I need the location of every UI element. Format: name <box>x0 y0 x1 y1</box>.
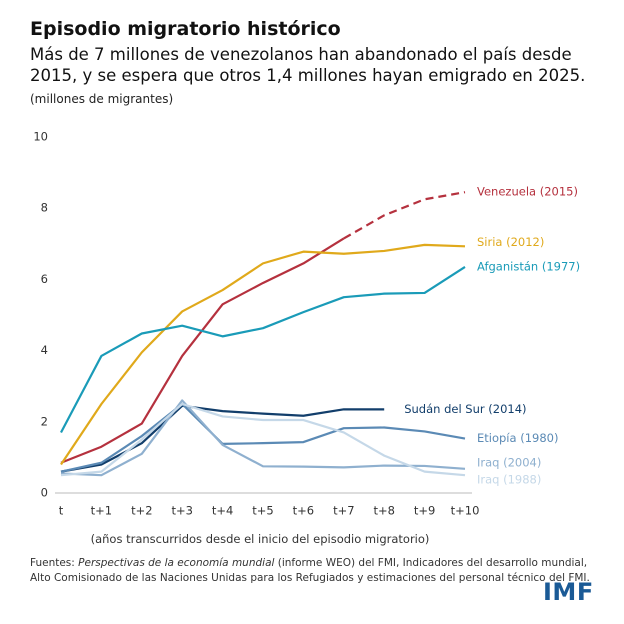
series-line <box>60 243 466 466</box>
x-tick-label: t+6 <box>293 504 314 518</box>
series-label: Venezuela (2015) <box>477 185 578 199</box>
source-note: Fuentes: Perspectivas de la economía mun… <box>30 556 600 586</box>
source-prefix: Fuentes: <box>30 557 79 569</box>
y-axis-label: (millones de migrantes) <box>30 92 174 106</box>
logo: IMF <box>543 578 594 606</box>
x-tick-label: t+10 <box>451 504 480 518</box>
y-tick-label: 8 <box>41 201 48 215</box>
series-line <box>60 402 466 473</box>
x-tick-label: t+2 <box>131 504 152 518</box>
x-tick-label: t+5 <box>252 504 273 518</box>
series-label: Sudán del Sur (2014) <box>404 402 526 416</box>
series-label: Iraq (1988) <box>477 473 541 487</box>
source-italic: Perspectivas de la economía mundial <box>78 557 275 569</box>
x-tick-label: t+4 <box>212 504 233 518</box>
series-line <box>60 402 466 477</box>
x-tick-label: t+3 <box>171 504 192 518</box>
series-label: Iraq (2004) <box>477 455 541 469</box>
y-tick-label: 6 <box>41 272 48 286</box>
x-tick-label: t+1 <box>91 504 112 518</box>
x-tick-label: t <box>59 504 64 518</box>
series-line <box>60 399 466 477</box>
y-tick-label: 2 <box>41 414 48 428</box>
y-tick-label: 10 <box>33 130 48 144</box>
y-tick-label: 4 <box>41 343 48 357</box>
series-label: Afganistán (1977) <box>477 259 580 273</box>
x-tick-label: t+9 <box>414 504 435 518</box>
series-label: Etiopía (1980) <box>477 431 558 445</box>
series-label: Siria (2012) <box>477 235 544 249</box>
series-line <box>60 404 385 473</box>
chart-title: Episodio migratorio histórico <box>30 18 341 40</box>
y-tick-label: 0 <box>41 486 48 500</box>
x-axis-label: (años transcurridos desde el inicio del … <box>90 532 430 546</box>
x-tick-label: t+8 <box>373 504 394 518</box>
chart-subtitle: Más de 7 millones de venezolanos han aba… <box>30 45 586 85</box>
series-line-projection <box>343 191 466 240</box>
series-line <box>60 237 345 464</box>
x-tick-label: t+7 <box>333 504 354 518</box>
source-rest: (informe WEO) del FMI, Indicadores del d… <box>30 557 590 584</box>
series-line <box>60 266 466 433</box>
